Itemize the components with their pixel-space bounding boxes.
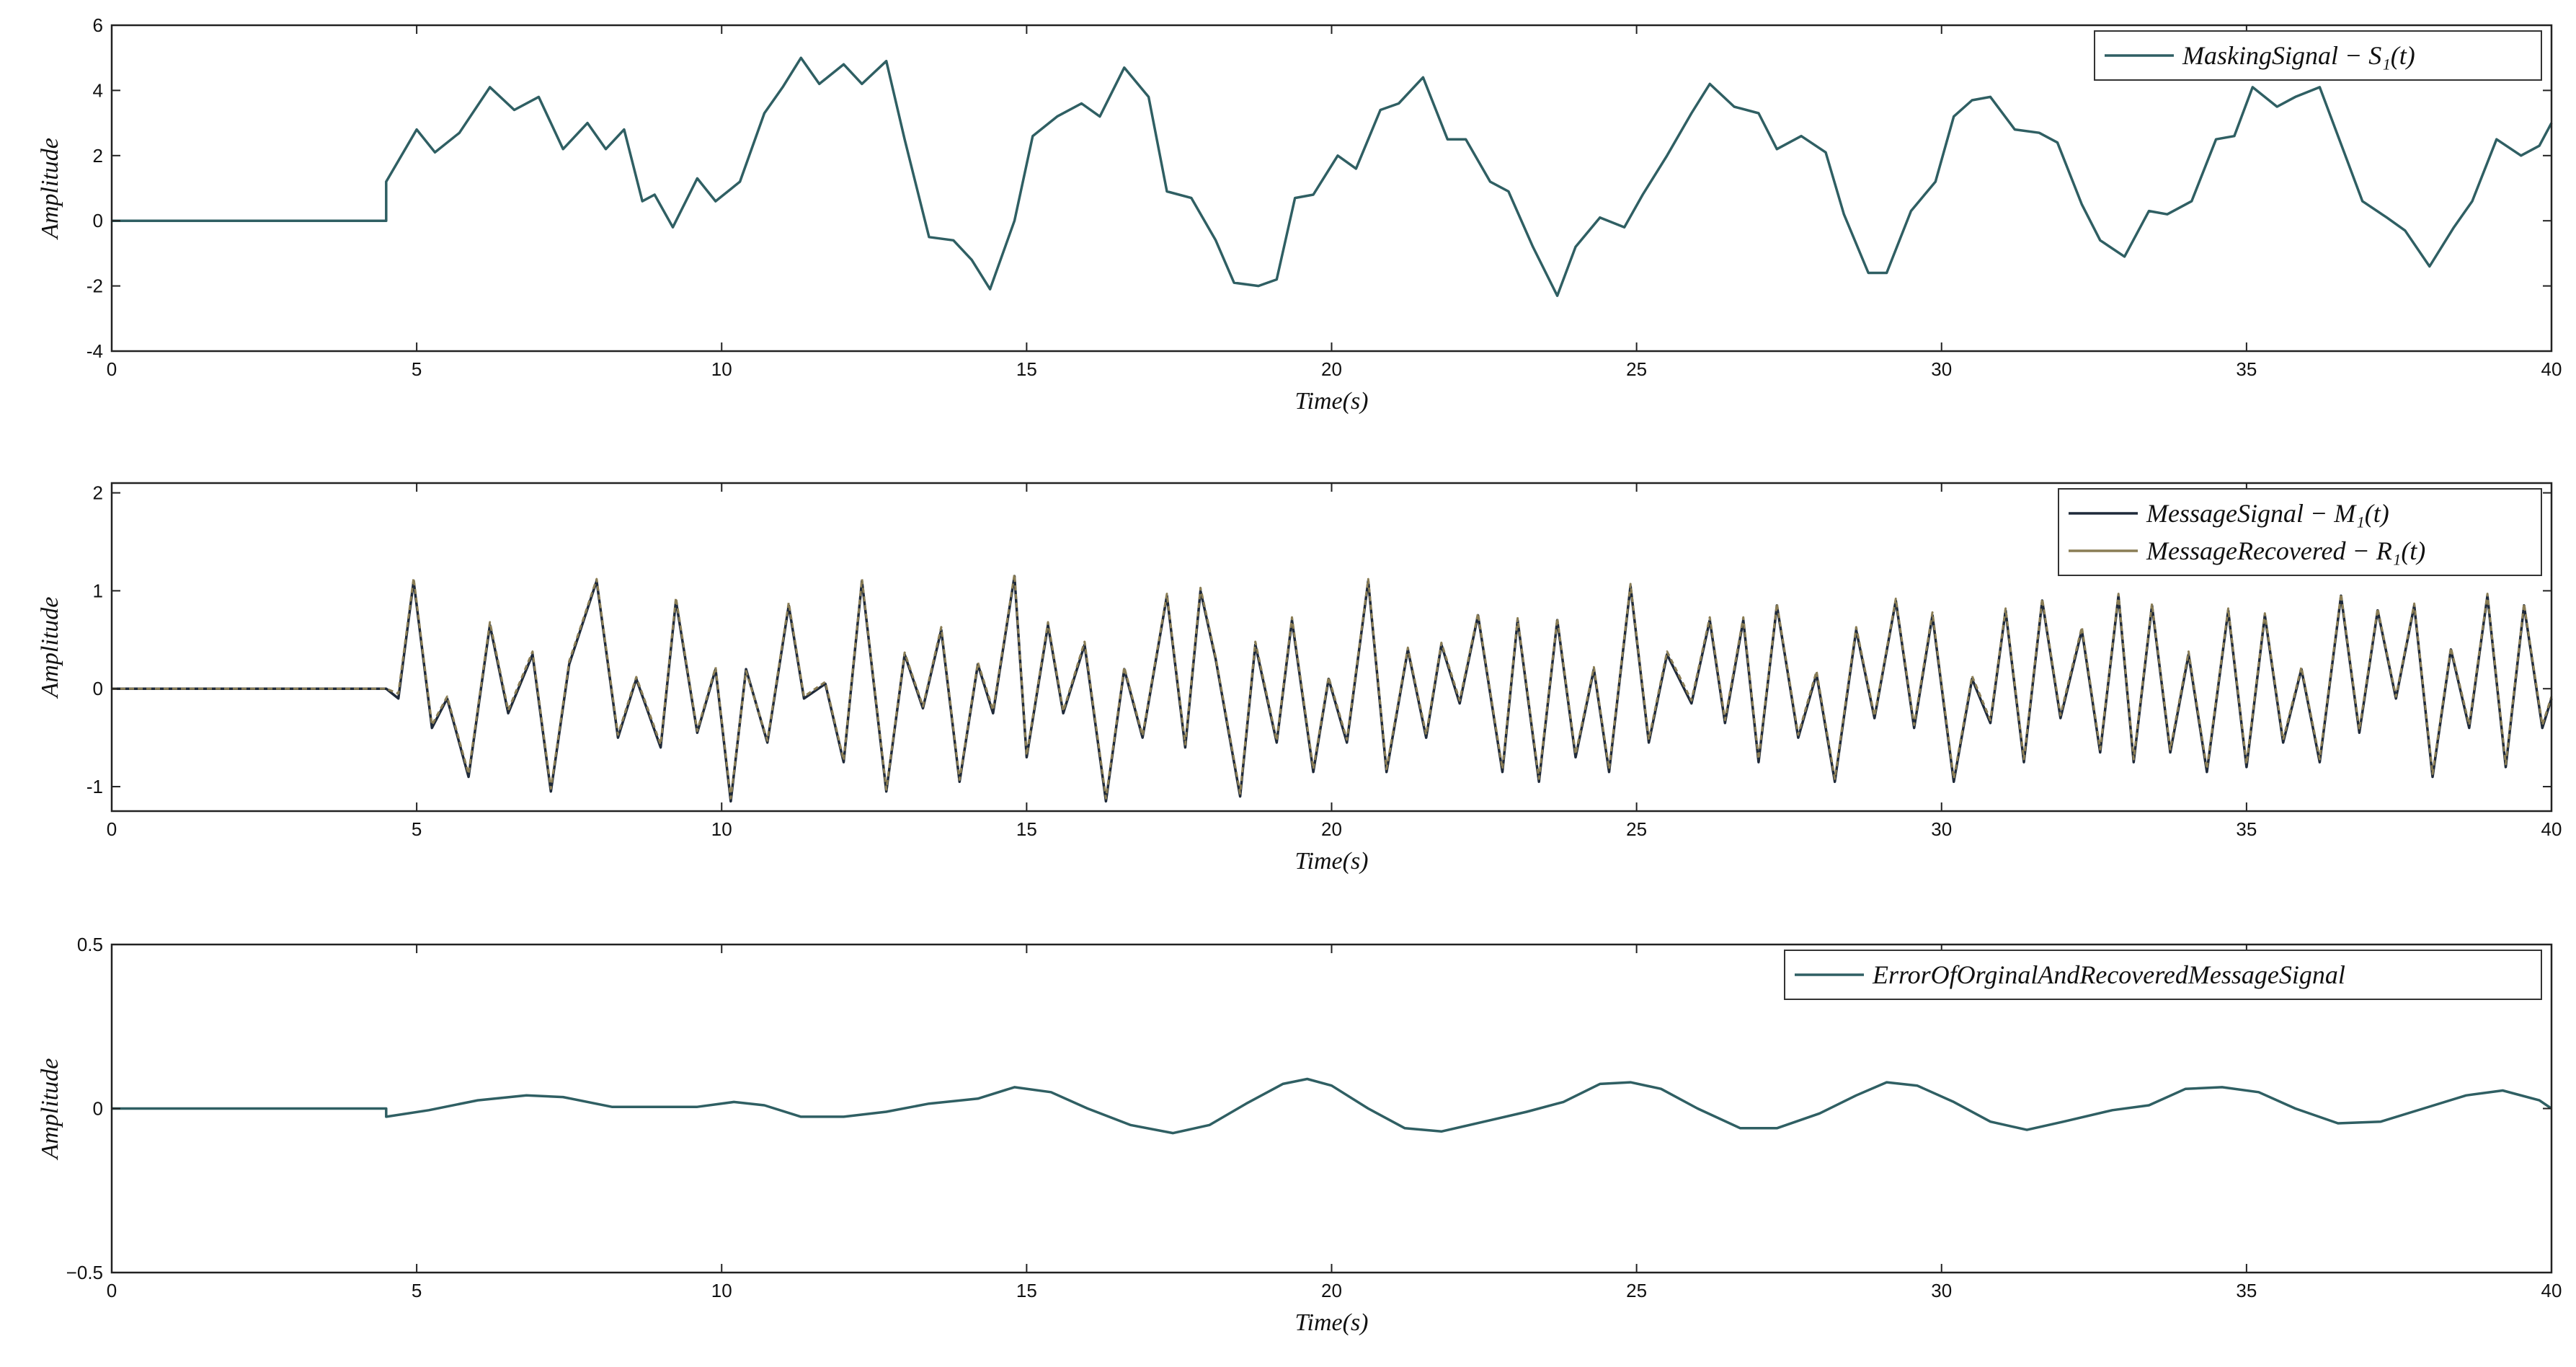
x-tick-label: 5 bbox=[412, 818, 422, 840]
y-tick-label: -2 bbox=[86, 275, 103, 297]
x-axis-label: Time(s) bbox=[1295, 1309, 1369, 1336]
y-tick-label: -4 bbox=[86, 340, 103, 362]
x-tick-label: 25 bbox=[1626, 358, 1647, 380]
x-axis-label: Time(s) bbox=[1295, 848, 1369, 875]
x-tick-label: 0 bbox=[107, 358, 117, 380]
x-tick-label: 30 bbox=[1931, 1280, 1952, 1301]
x-axis-label: Time(s) bbox=[1295, 388, 1369, 415]
x-tick-label: 10 bbox=[711, 818, 732, 840]
subplot-2: 0 5 10 15 20 25 30 35 40-1012Time(s)AmplitudeMes… bbox=[37, 482, 2562, 875]
x-tick-label: 40 bbox=[2541, 1280, 2562, 1301]
x-tick-label: 40 bbox=[2541, 818, 2562, 840]
y-tick-label: 6 bbox=[93, 14, 103, 36]
x-tick-label: 15 bbox=[1016, 818, 1037, 840]
x-tick-label: 35 bbox=[2236, 1280, 2257, 1301]
x-tick-label: 5 bbox=[412, 1280, 422, 1301]
subplot-3: 0 5 10 15 20 25 30 35 40−0.500.5Time(s)Amplitude… bbox=[37, 934, 2562, 1336]
x-tick-label: 20 bbox=[1321, 1280, 1342, 1301]
y-axis-label: Amplitude bbox=[37, 138, 63, 240]
series-line-2-2 bbox=[112, 572, 2553, 800]
y-tick-label: 0 bbox=[93, 1098, 103, 1120]
x-tick-label: 35 bbox=[2236, 358, 2257, 380]
x-tick-label: 15 bbox=[1016, 358, 1037, 380]
x-tick-label: 40 bbox=[2541, 358, 2562, 380]
legend-entry: MaskingSignal − S₁(t) bbox=[2182, 41, 2415, 70]
legend-2: MessageSignal − M₁(t) MessageRecovered − … bbox=[2058, 488, 2542, 576]
y-tick-label: 2 bbox=[93, 482, 103, 504]
x-tick-label: 15 bbox=[1016, 1280, 1037, 1301]
x-tick-label: 20 bbox=[1321, 358, 1342, 380]
y-tick-label: 0 bbox=[93, 678, 103, 699]
x-tick-label: 20 bbox=[1321, 818, 1342, 840]
series-line-1-1 bbox=[112, 56, 2553, 297]
legend-box bbox=[2058, 488, 2542, 576]
y-axis-label: Amplitude bbox=[37, 1058, 63, 1161]
legend-box bbox=[1784, 950, 2542, 1000]
x-tick-label: 35 bbox=[2236, 818, 2257, 840]
x-tick-label: 30 bbox=[1931, 818, 1952, 840]
y-tick-label: 2 bbox=[93, 145, 103, 167]
y-tick-label: −0.5 bbox=[66, 1262, 103, 1283]
y-tick-label: 4 bbox=[93, 79, 103, 101]
x-tick-label: 0 bbox=[107, 818, 117, 840]
y-tick-label: 1 bbox=[93, 580, 103, 601]
y-tick-label: 0 bbox=[93, 210, 103, 231]
legend-entry: MessageSignal − M₁(t) bbox=[2146, 499, 2389, 528]
subplot-1: 0 5 10 15 20 25 30 35 40 -4 -2 0 2 4 6 Time(s) Amplitude… bbox=[37, 14, 2562, 415]
series-line-3-1 bbox=[112, 1077, 2552, 1135]
legend-entry: MessageRecovered − R₁(t) bbox=[2146, 536, 2425, 565]
legend-entry: ErrorOfOrginalAndRecoveredMessageSignal bbox=[1872, 960, 2345, 989]
legend-1: MaskingSignal − S₁(t) bbox=[2094, 30, 2542, 81]
x-tick-label: 0 bbox=[107, 1280, 117, 1301]
x-tick-label: 5 bbox=[412, 358, 422, 380]
y-axis-label: Amplitude bbox=[37, 597, 63, 699]
x-tick-label: 25 bbox=[1626, 1280, 1647, 1301]
y-tick-label: 0.5 bbox=[77, 934, 103, 955]
x-tick-label: 25 bbox=[1626, 818, 1647, 840]
x-tick-label: 30 bbox=[1931, 358, 1952, 380]
x-tick-label: 10 bbox=[711, 1280, 732, 1301]
legend-3: ErrorOfOrginalAndRecoveredMessageSignal bbox=[1784, 950, 2542, 1000]
x-tick-label: 10 bbox=[711, 358, 732, 380]
y-tick-label: -1 bbox=[86, 776, 103, 797]
